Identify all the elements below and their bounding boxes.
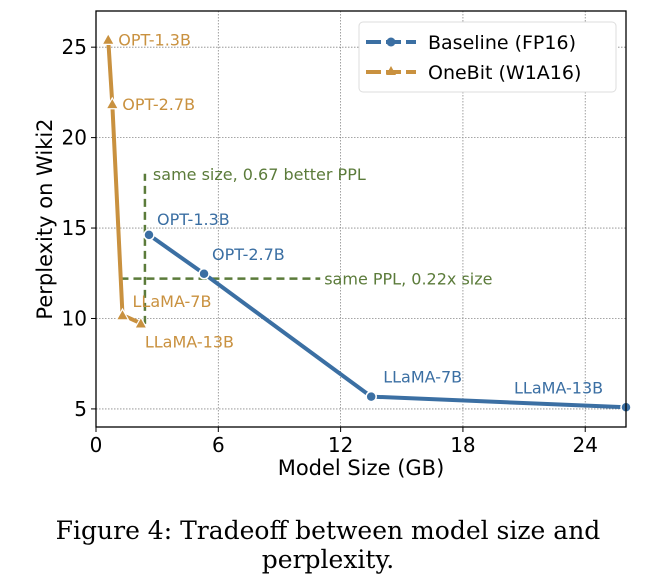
figure-caption: Figure 4: Tradeoff between model size an… (55, 516, 601, 574)
annotation-same-size-label: same size, 0.67 better PPL (153, 165, 366, 184)
data-label: LLaMA-7B (383, 368, 462, 387)
annotation-same-ppl-label: same PPL, 0.22x size (324, 270, 492, 289)
x-tick-label: 6 (212, 433, 225, 457)
ticks: 0 6 12 18 24 5 10 15 20 25 (62, 35, 598, 457)
y-tick-label: 25 (62, 35, 87, 59)
legend-marker-circle (386, 37, 396, 47)
plot-frame (95, 10, 627, 428)
y-tick-label: 5 (74, 397, 87, 421)
series-layer: OPT-1.3B OPT-2.7B LLaMA-7B LLaMA-13B OPT-1.3… (101, 31, 632, 414)
data-label: LLaMA-13B (145, 332, 234, 351)
x-tick-label: 0 (90, 433, 103, 457)
data-label: OPT-2.7B (122, 95, 195, 114)
data-label: OPT-1.3B (157, 210, 230, 229)
y-tick-label: 15 (62, 216, 87, 240)
legend-marker-triangle (386, 66, 396, 75)
data-point (143, 229, 155, 241)
data-point (133, 316, 148, 329)
data-point (105, 96, 120, 110)
y-axis-label: Perplexity on Wiki2 (33, 118, 57, 319)
legend-label: Baseline (FP16) (428, 32, 576, 54)
y-tick-label: 20 (62, 126, 87, 150)
chart: same size, 0.67 better PPL same PPL, 0.22… (33, 10, 632, 480)
data-point (101, 32, 116, 45)
data-point (115, 307, 130, 321)
y-tick-label: 10 (62, 306, 87, 330)
data-label: OPT-1.3B (118, 31, 191, 50)
data-point (198, 268, 210, 280)
x-tick-label: 24 (573, 433, 598, 457)
data-point (365, 390, 377, 403)
legend-box (358, 21, 617, 93)
x-axis-label: Model Size (GB) (278, 456, 445, 480)
legend: Baseline (FP16) OneBit (W1A16) (358, 21, 617, 93)
series-line-baseline (147, 233, 627, 410)
x-tick-label: 18 (450, 433, 475, 457)
x-tick-label: 12 (328, 433, 353, 457)
legend-label: OneBit (W1A16) (428, 62, 581, 84)
data-label: LLaMA-13B (514, 378, 603, 397)
series-line-onebit (106, 39, 142, 326)
annotations: same size, 0.67 better PPL same PPL, 0.22… (120, 165, 492, 324)
data-label: OPT-2.7B (212, 245, 285, 264)
data-label: LLaMA-7B (133, 292, 212, 311)
